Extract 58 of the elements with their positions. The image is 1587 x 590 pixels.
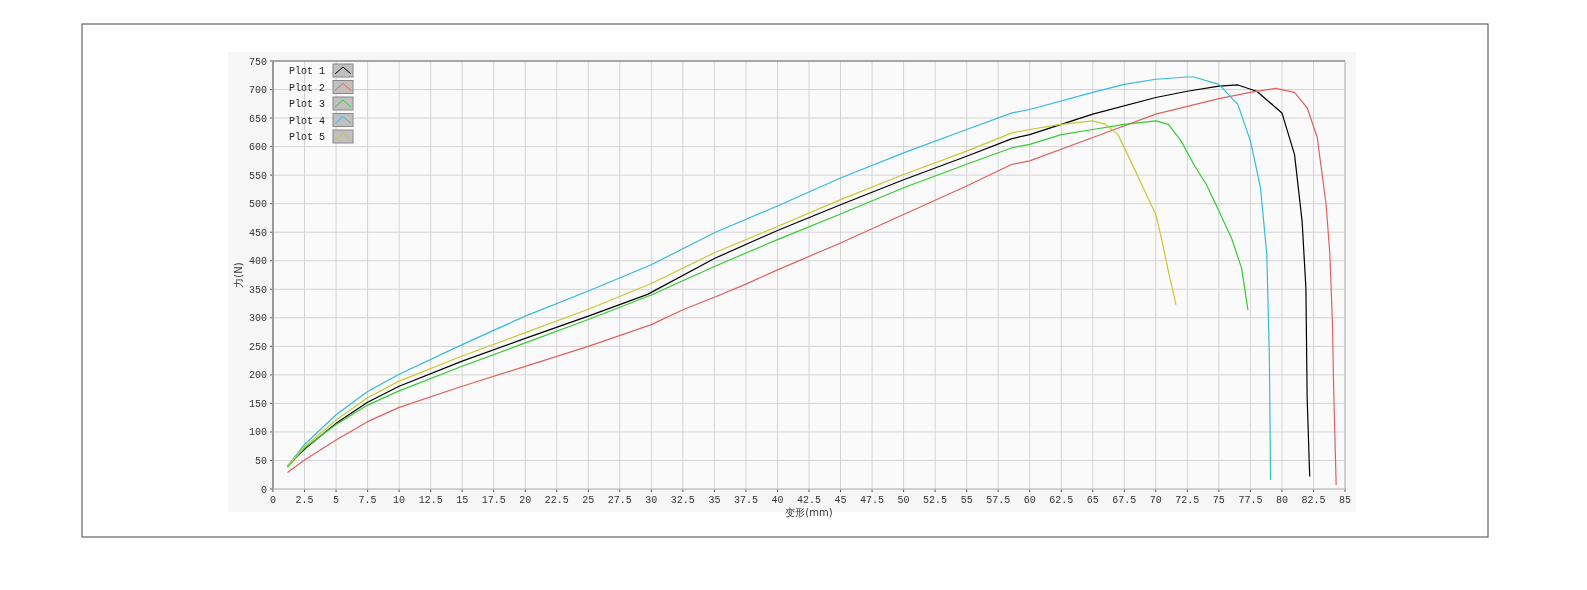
x-tick-label: 2.5	[295, 495, 314, 506]
x-tick-label: 65	[1086, 495, 1099, 506]
legend-label: Plot 1	[289, 66, 326, 77]
x-tick-label: 40	[771, 495, 784, 506]
x-tick-label: 72.5	[1175, 495, 1200, 506]
x-tick-label: 75	[1212, 495, 1225, 506]
y-tick-label: 200	[248, 370, 267, 382]
y-tick-label: 300	[248, 313, 267, 325]
y-tick-label: 550	[248, 170, 267, 182]
x-tick-label: 77.5	[1238, 495, 1263, 506]
legend-label: Plot 5	[289, 132, 326, 143]
x-tick-label: 37.5	[733, 495, 758, 506]
x-tick-label: 70	[1149, 495, 1162, 506]
x-tick-label: 7.5	[358, 495, 377, 506]
x-tick-label: 55	[960, 495, 973, 506]
x-tick-label: 27.5	[607, 495, 632, 506]
y-tick-label: 600	[248, 142, 267, 154]
x-axis-title: 变形(mm)	[785, 507, 833, 518]
legend-label: Plot 4	[289, 115, 326, 127]
x-tick-label: 20	[519, 495, 532, 506]
y-tick-label: 50	[254, 455, 267, 467]
x-tick-label: 5	[333, 495, 340, 506]
y-tick-label: 400	[248, 256, 267, 268]
x-tick-label: 32.5	[670, 495, 695, 506]
x-tick-label: 22.5	[544, 495, 569, 506]
x-tick-label: 52.5	[923, 495, 948, 506]
x-tick-label: 60	[1023, 495, 1036, 506]
x-tick-label: 45	[834, 495, 847, 506]
x-tick-label: 17.5	[481, 495, 506, 506]
y-axis-title: 力(N)	[233, 262, 244, 288]
x-tick-label: 0	[269, 495, 277, 506]
x-tick-label: 30	[645, 495, 658, 506]
x-tick-label: 50	[897, 495, 910, 506]
x-tick-label: 25	[582, 495, 595, 506]
x-tick-label: 62.5	[1049, 495, 1074, 506]
x-tick-label: 35	[708, 495, 721, 506]
y-tick-label: 100	[248, 427, 267, 439]
y-tick-label: 650	[248, 113, 267, 125]
x-tick-label: 67.5	[1112, 495, 1137, 506]
x-tick-label: 85	[1338, 495, 1352, 506]
y-tick-label: 700	[248, 85, 267, 97]
y-tick-label: 350	[248, 284, 267, 296]
x-tick-label: 10	[393, 495, 406, 506]
y-tick-label: 750	[248, 56, 267, 68]
x-tick-label: 57.5	[986, 495, 1011, 506]
y-tick-label: 250	[248, 341, 267, 353]
x-tick-label: 15	[456, 495, 469, 506]
x-tick-label: 80	[1275, 495, 1288, 506]
legend-label: Plot 2	[289, 82, 326, 94]
y-tick-label: 150	[248, 398, 267, 410]
y-tick-label: 450	[248, 227, 267, 239]
x-tick-label: 42.5	[796, 495, 822, 506]
legend-label: Plot 3	[289, 99, 326, 110]
y-tick-label: 500	[248, 199, 267, 211]
x-tick-label: 82.5	[1301, 495, 1326, 506]
x-tick-label: 47.5	[860, 495, 885, 506]
y-tick-label: 0	[260, 484, 267, 496]
x-tick-label: 12.5	[418, 495, 443, 506]
